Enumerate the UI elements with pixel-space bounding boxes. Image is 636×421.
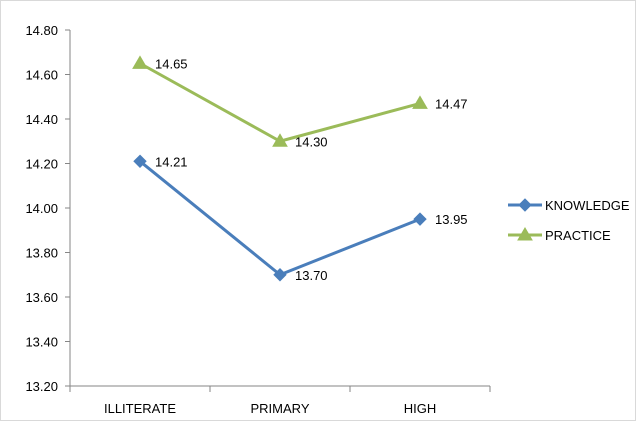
x-tick-label: HIGH bbox=[404, 401, 437, 416]
data-label: 14.21 bbox=[155, 154, 188, 169]
y-tick-label: 14.60 bbox=[25, 68, 58, 83]
legend-marker bbox=[518, 198, 532, 212]
y-tick-label: 13.20 bbox=[25, 379, 58, 394]
y-tick-label: 14.00 bbox=[25, 201, 58, 216]
series-knowledge bbox=[133, 154, 427, 282]
y-tick-label: 14.20 bbox=[25, 157, 58, 172]
data-point bbox=[132, 55, 148, 69]
x-tick-label: ILLITERATE bbox=[104, 401, 176, 416]
y-tick-label: 13.40 bbox=[25, 335, 58, 350]
legend-marker bbox=[517, 227, 533, 241]
axes: 13.20 13.40 13.60 13.80 14.00 14.20 14.40 14.60… bbox=[25, 23, 491, 416]
y-tick-label: 13.80 bbox=[25, 246, 58, 261]
data-label: 13.70 bbox=[295, 268, 328, 283]
series-line bbox=[139, 160, 421, 277]
data-point bbox=[412, 95, 428, 109]
data-labels: 14.21 13.70 13.95 14.65 14.30 14.47 bbox=[155, 56, 468, 282]
series-practice bbox=[132, 55, 428, 147]
data-point bbox=[272, 133, 288, 147]
legend-label: KNOWLEDGE bbox=[545, 198, 630, 213]
data-label: 14.47 bbox=[435, 96, 468, 111]
y-tick-label: 13.60 bbox=[25, 290, 58, 305]
legend-item-practice: PRACTICE bbox=[508, 227, 611, 243]
y-tick-label: 14.40 bbox=[25, 112, 58, 127]
data-label: 14.30 bbox=[295, 134, 328, 149]
data-label: 14.65 bbox=[155, 56, 188, 71]
data-point bbox=[273, 268, 287, 282]
legend: KNOWLEDGE PRACTICE bbox=[508, 198, 630, 243]
series-layer bbox=[132, 55, 428, 282]
legend-item-knowledge: KNOWLEDGE bbox=[508, 198, 630, 213]
series-line bbox=[139, 62, 421, 143]
x-tick-label: PRIMARY bbox=[251, 401, 310, 416]
legend-label: PRACTICE bbox=[545, 228, 611, 243]
y-tick-label: 14.80 bbox=[25, 23, 58, 38]
data-point bbox=[413, 212, 427, 226]
data-label: 13.95 bbox=[435, 212, 468, 227]
data-point bbox=[133, 154, 147, 168]
